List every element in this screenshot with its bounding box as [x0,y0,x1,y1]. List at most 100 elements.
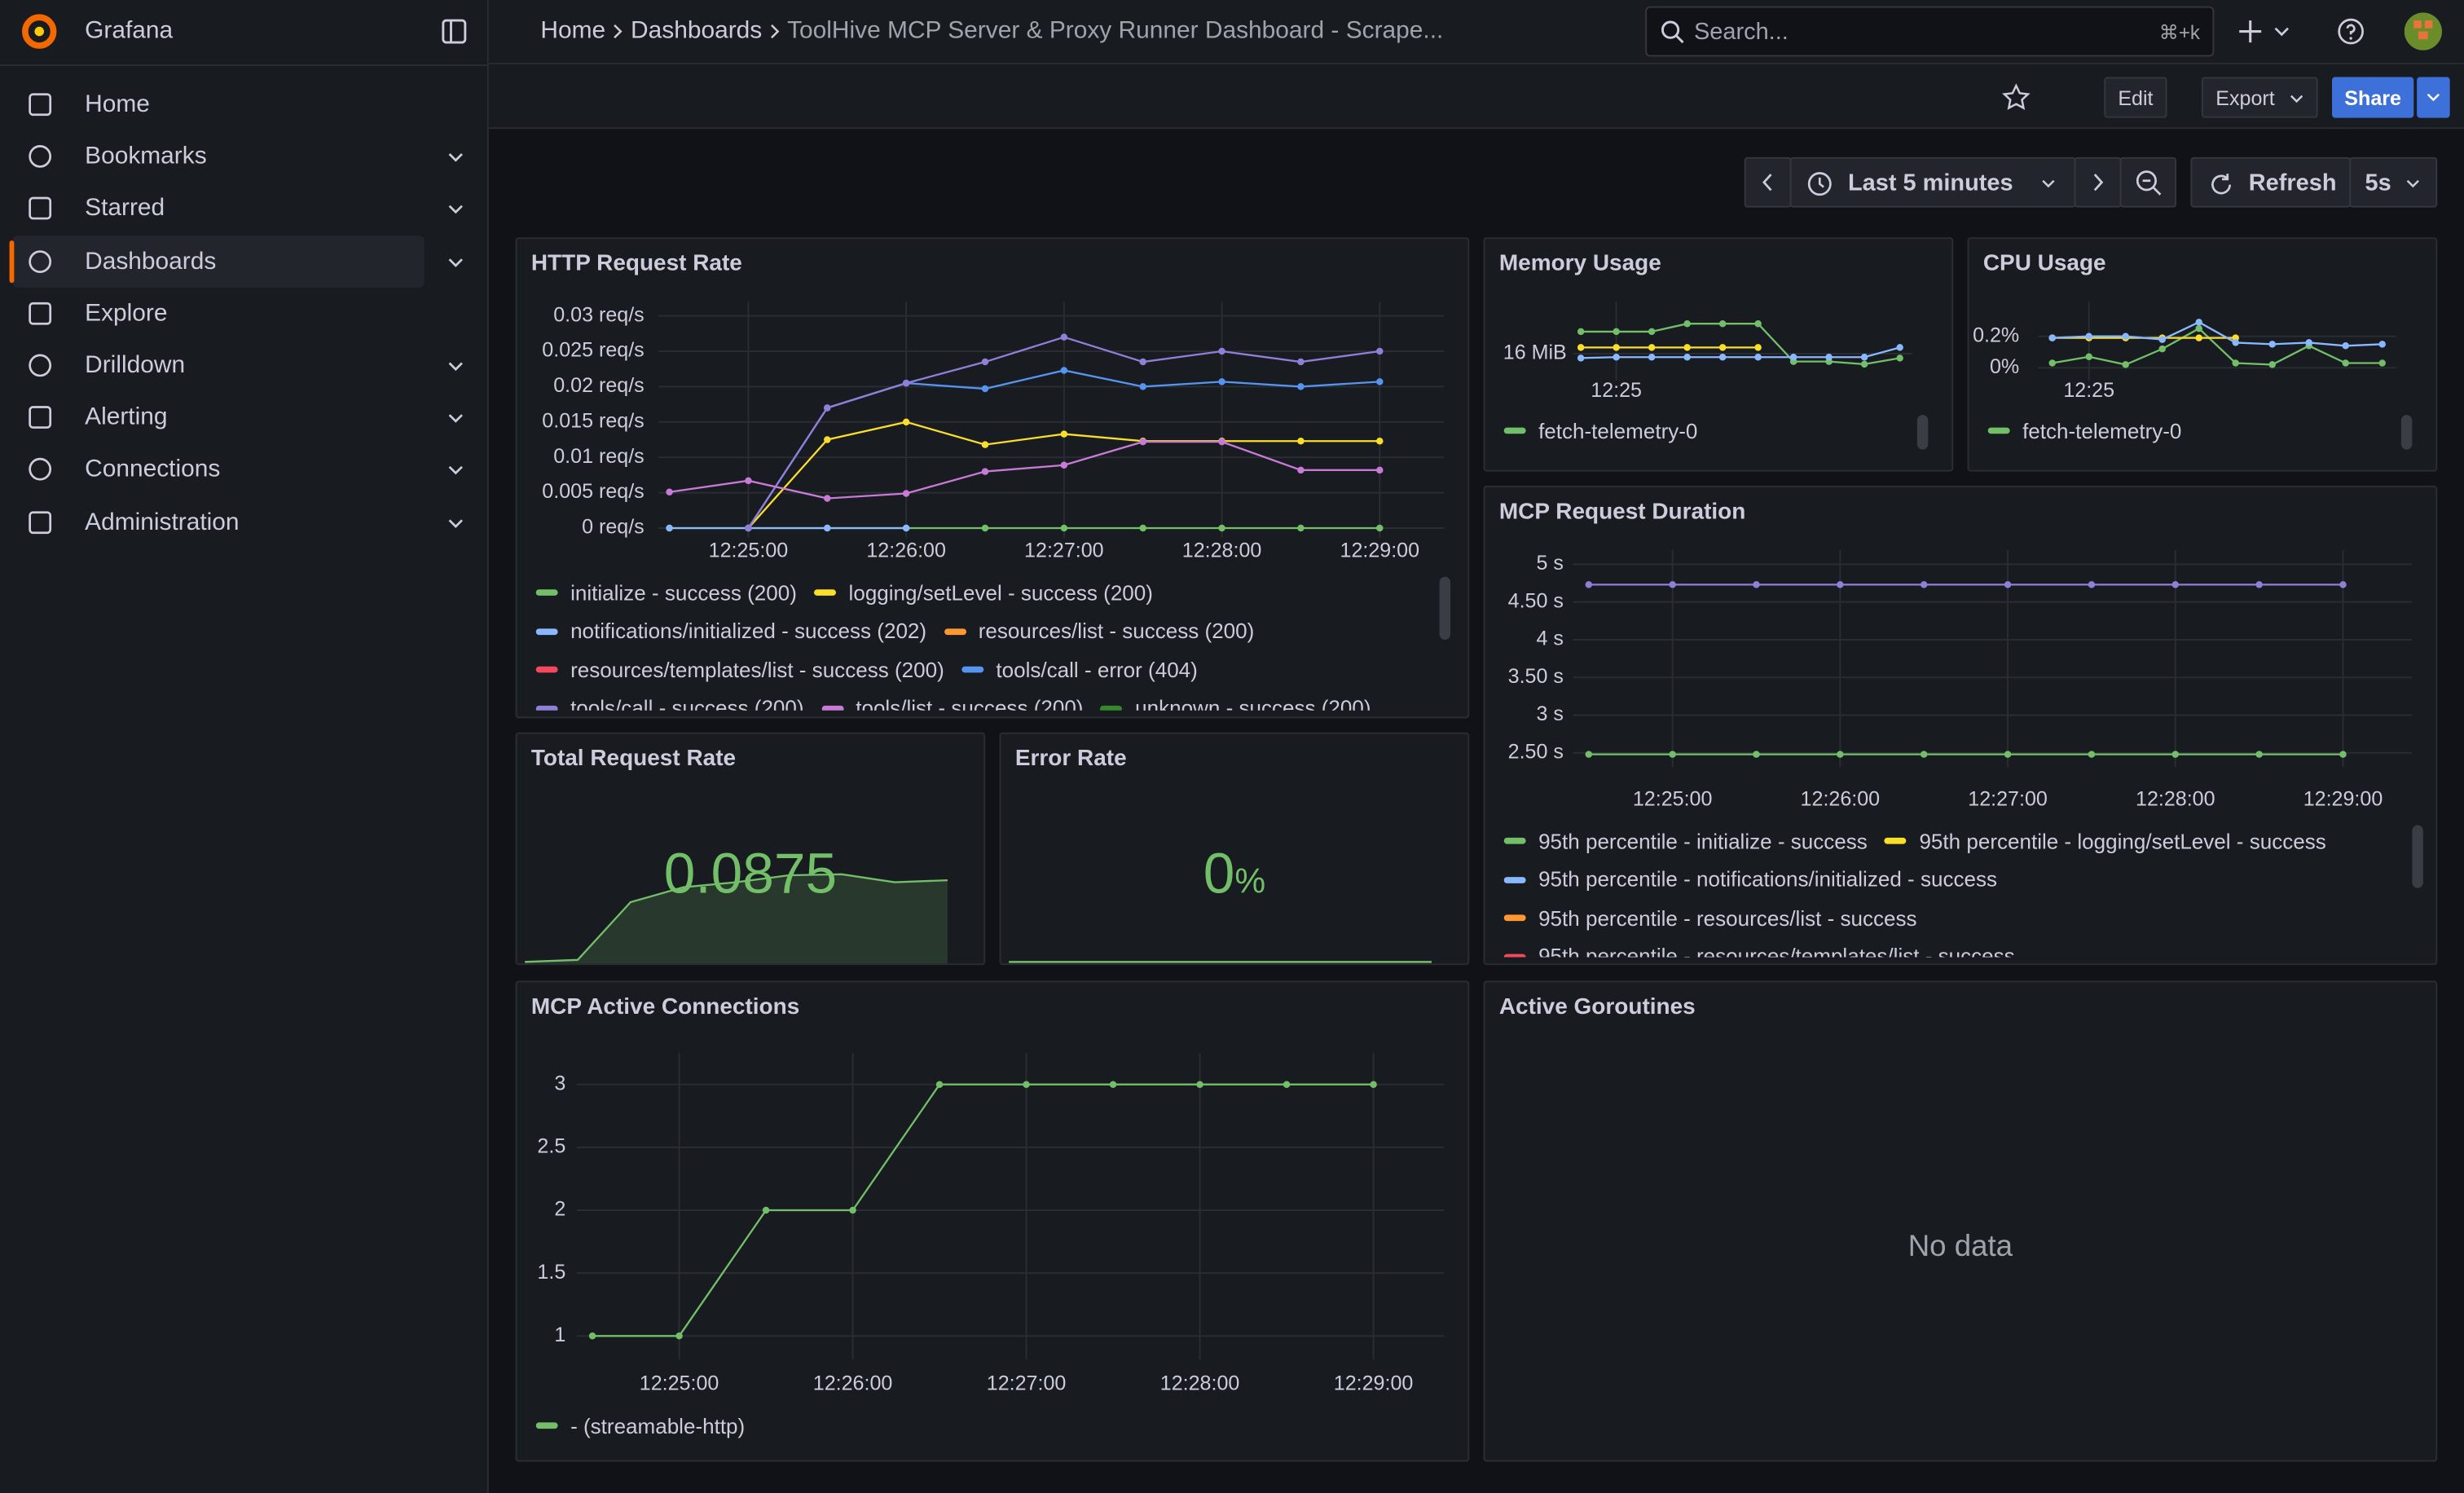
data-point [1648,344,1655,350]
legend-item[interactable]: fetch-telemetry-0 [1504,412,1698,450]
legend-item[interactable]: resources/list - success (200) [944,612,1254,650]
share-button[interactable]: Share [2332,77,2413,117]
nav-item[interactable]: Alerting [12,392,424,444]
grafana-logo[interactable] [19,11,59,51]
chart: 11.522.5312:25:0012:26:0012:27:0012:28:0… [517,982,1467,1460]
time-back[interactable] [1745,157,1792,208]
new-menu[interactable] [2237,17,2294,46]
legend-item[interactable]: 95th percentile - resources/templates/li… [1504,937,2015,957]
data-point [1790,354,1797,360]
time-forward[interactable] [2075,157,2122,208]
nav-item[interactable]: Home [12,78,424,130]
refresh-interval[interactable]: 5s [2349,157,2437,208]
legend-item[interactable]: - (streamable-http) [536,1407,746,1445]
y-tick-label: 1 [554,1323,565,1346]
legend-label: notifications/initialized - success (202… [570,619,926,643]
legend-item[interactable]: tools/call - error (404) [961,650,1198,689]
data-point [982,359,988,365]
dock-toggle[interactable] [442,19,467,44]
scrollbar [2412,825,2423,887]
series-line [1581,324,1899,364]
data-point [2088,581,2095,588]
nav-icon [27,456,54,483]
legend-swatch [1504,915,1526,922]
search-box[interactable]: Search... ⌘+k [1645,7,2214,57]
data-point [2232,359,2238,366]
legend-item[interactable]: fetch-telemetry-0 [1988,412,2182,450]
toolbar: Edit Export Share [489,64,2464,129]
chevron [448,359,464,374]
data-point [1648,354,1655,360]
data-point [589,1332,596,1339]
chevron-path [450,416,462,422]
data-point [2268,361,2275,368]
edit-button[interactable]: Edit [2104,77,2167,117]
breadcrumb[interactable]: Home [540,17,605,46]
legend-item[interactable]: unknown - success (200) [1101,689,1371,711]
icon-shape [30,251,51,271]
breadcrumbs: Home Dashboards ToolHive MCP Server & Prox… [540,17,1443,46]
legend-item[interactable]: 95th percentile - logging/setLevel - suc… [1885,822,2326,861]
share-menu[interactable] [2417,77,2450,117]
data-point [2122,333,2128,339]
y-tick-label: 2 [554,1198,565,1221]
nav-label: Dashboards [85,248,216,276]
nav-item[interactable]: Connections [12,444,424,496]
legend-swatch [536,628,558,635]
chevron [448,463,464,478]
refresh-button[interactable]: Refresh [2190,157,2351,208]
data-point [1669,581,1675,588]
y-tick-label: 0.025 req/s [542,339,644,362]
star-button[interactable] [2002,83,2031,112]
x-tick-label: 12:29:00 [1340,540,1420,562]
data-point [1753,581,1759,588]
nav-item[interactable]: Bookmarks [12,130,424,183]
nav-item[interactable]: Starred [12,183,424,235]
y-tick-label: 4.50 s [1508,589,1564,612]
stat-number: 0 [1203,841,1235,905]
nav-icon [27,143,54,170]
data-point [1837,751,1843,757]
nav-item[interactable]: Dashboards [12,236,424,288]
time-picker[interactable]: Last 5 minutes [1790,157,2076,208]
y-tick-label: 2.50 s [1508,740,1564,763]
data-point [2342,342,2348,349]
x-tick-label: 12:27:00 [1024,540,1104,562]
legend-item[interactable]: notifications/initialized - success (202… [536,612,926,650]
nav-item[interactable]: Drilldown [12,340,424,392]
data-point [2085,333,2092,339]
nav-item[interactable]: Explore [12,288,424,340]
nav-icon [27,352,54,379]
data-point [2339,581,2346,588]
data-point [1376,467,1383,473]
y-tick-label: 0.015 req/s [542,409,644,432]
legend-item[interactable]: tools/list - success (200) [821,689,1084,711]
scrollbar [2401,415,2413,449]
data-point [2268,341,2275,347]
data-point [1577,344,1584,350]
export-button[interactable]: Export [2202,77,2318,117]
nav-label: Bookmarks [85,143,207,172]
scrollbar [1440,577,1451,640]
nav-item[interactable]: Administration [12,496,424,548]
data-point [1896,344,1903,350]
breadcrumb[interactable]: ToolHive MCP Server & Proxy Runner Dashb… [787,17,1443,46]
icon-shape [30,460,51,480]
legend-item[interactable]: resources/templates/list - success (200) [536,650,944,689]
legend-item[interactable]: 95th percentile - initialize - success [1504,822,1868,861]
nav-icon [27,300,54,327]
data-point [2339,751,2346,757]
legend-item[interactable]: 95th percentile - resources/list - succe… [1504,899,1917,937]
legend-item[interactable]: 95th percentile - notifications/initiali… [1504,861,1997,899]
avatar[interactable] [2405,12,2442,50]
legend: fetch-telemetry-0 [1504,412,1912,452]
legend-item[interactable]: logging/setLevel - success (200) [814,574,1153,612]
help-icon[interactable] [2337,17,2365,46]
legend-item[interactable]: initialize - success (200) [536,574,797,612]
breadcrumb[interactable]: Dashboards [631,17,762,46]
data-point [2158,336,2165,342]
y-tick-label: 4 s [1536,628,1563,650]
chevron-path [450,363,462,369]
legend-item[interactable]: tools/call - success (200) [536,689,804,711]
zoom-out[interactable] [2120,157,2176,208]
